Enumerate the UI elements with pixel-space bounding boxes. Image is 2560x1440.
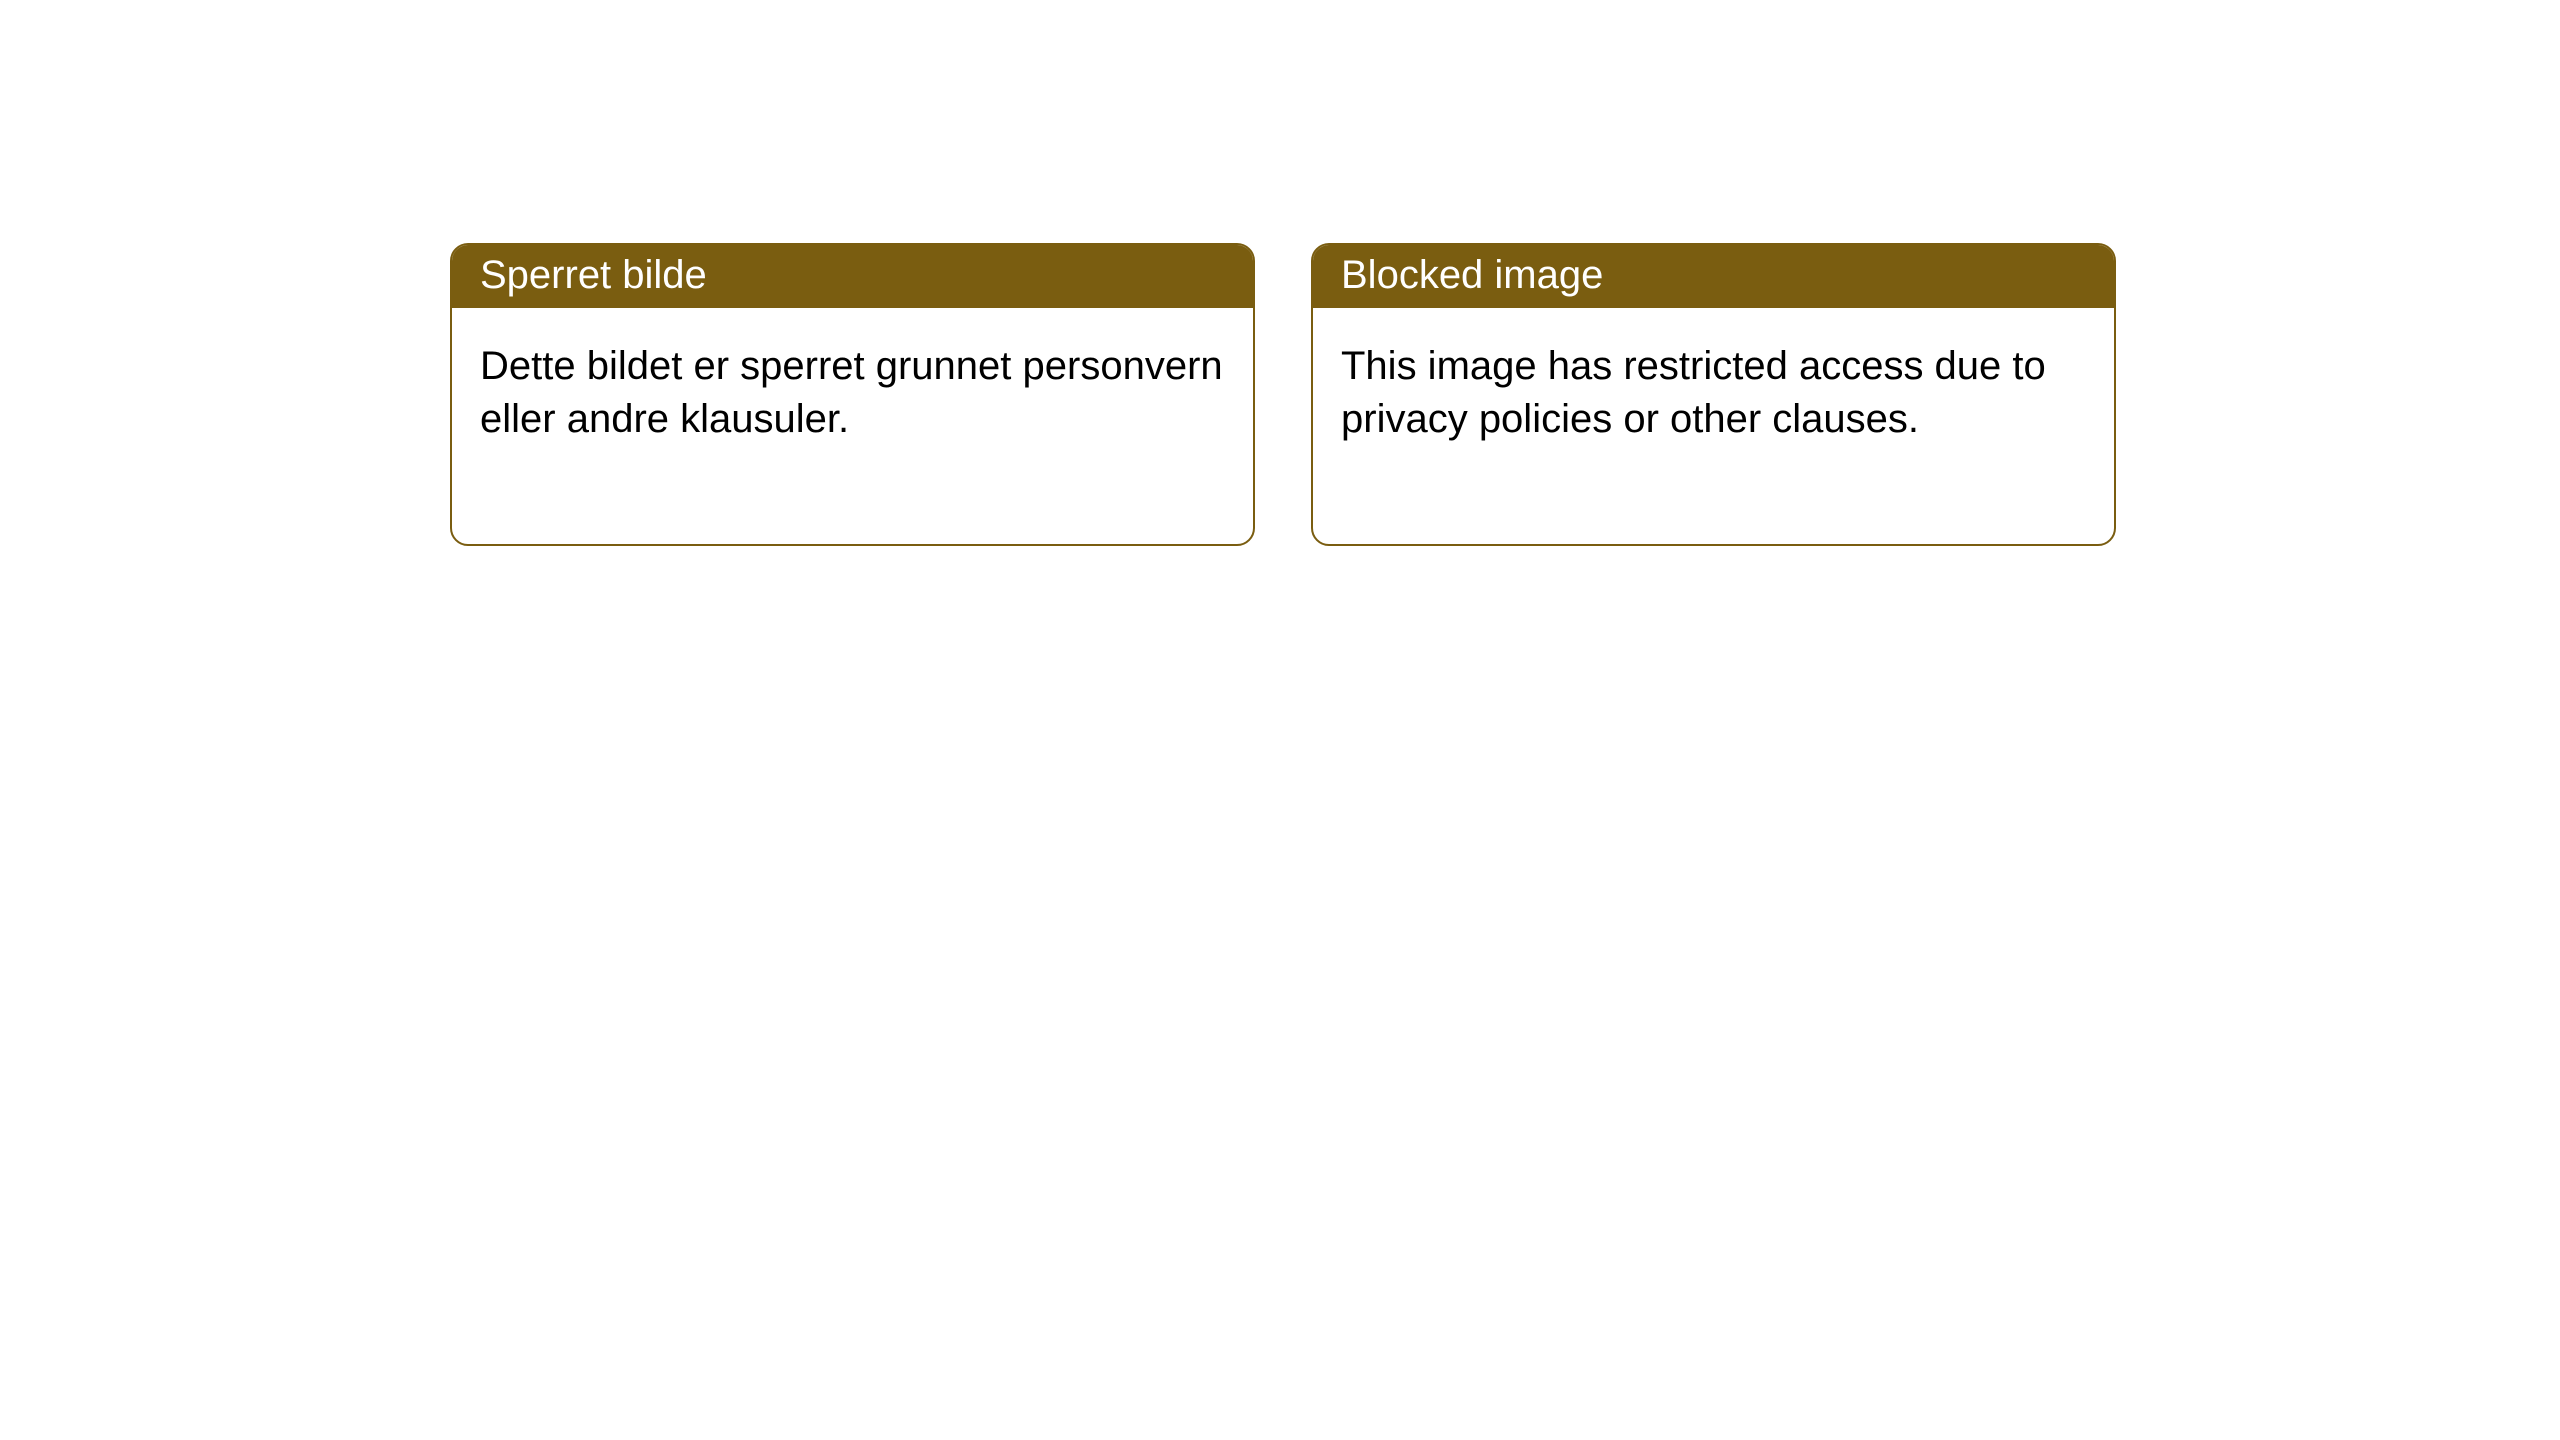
notice-body: This image has restricted access due to … xyxy=(1313,308,2114,544)
notice-title: Blocked image xyxy=(1313,245,2114,308)
blocked-image-notices: Sperret bilde Dette bildet er sperret gr… xyxy=(450,243,2116,546)
notice-card-english: Blocked image This image has restricted … xyxy=(1311,243,2116,546)
notice-card-norwegian: Sperret bilde Dette bildet er sperret gr… xyxy=(450,243,1255,546)
notice-body: Dette bildet er sperret grunnet personve… xyxy=(452,308,1253,544)
notice-title: Sperret bilde xyxy=(452,245,1253,308)
